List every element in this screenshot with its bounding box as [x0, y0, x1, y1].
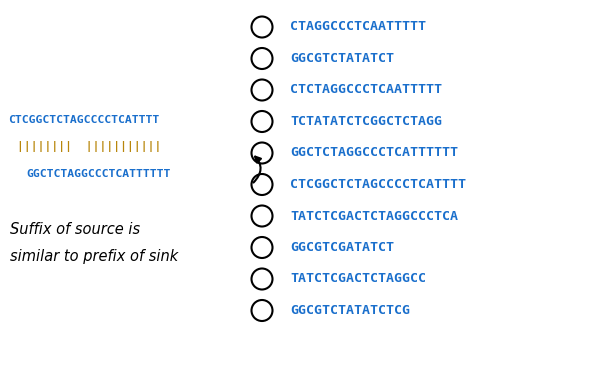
- Text: TATCTCGACTCTAGGCCCTCA: TATCTCGACTCTAGGCCCTCA: [290, 210, 458, 222]
- Text: GGCTCTAGGCCCTCATTTTTT: GGCTCTAGGCCCTCATTTTTT: [26, 169, 171, 179]
- Text: similar to prefix of sink: similar to prefix of sink: [10, 250, 178, 265]
- Text: GGCGTCTATATCT: GGCGTCTATATCT: [290, 52, 394, 65]
- FancyArrowPatch shape: [253, 157, 261, 182]
- Text: CTCGGCTCTAGCCCCTCATTTT: CTCGGCTCTAGCCCCTCATTTT: [8, 115, 159, 125]
- Text: CTCTAGGCCCTCAATTTTT: CTCTAGGCCCTCAATTTTT: [290, 84, 442, 97]
- Text: GGCGTCTATATCTCG: GGCGTCTATATCTCG: [290, 304, 410, 317]
- Text: TCTATATCTCGGCTCTAGG: TCTATATCTCGGCTCTAGG: [290, 115, 442, 128]
- Text: CTCGGCTCTAGCCCCTCATTTT: CTCGGCTCTAGCCCCTCATTTT: [290, 178, 466, 191]
- Text: TATCTCGACTCTAGGCC: TATCTCGACTCTAGGCC: [290, 273, 426, 286]
- Text: ||||||||  |||||||||||: |||||||| |||||||||||: [17, 142, 161, 153]
- Text: Suffix of source is: Suffix of source is: [10, 222, 140, 236]
- Text: CTAGGCCCTCAATTTTT: CTAGGCCCTCAATTTTT: [290, 21, 426, 33]
- Text: GGCTCTAGGCCCTCATTTTTT: GGCTCTAGGCCCTCATTTTTT: [290, 146, 458, 160]
- Text: GGCGTCGATATCT: GGCGTCGATATCT: [290, 241, 394, 254]
